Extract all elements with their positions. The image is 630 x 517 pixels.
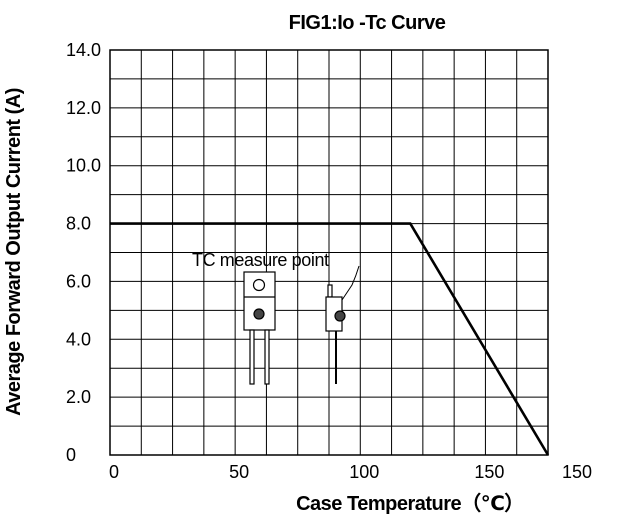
package-illustration: TC measure point — [192, 250, 360, 385]
package-front-view — [243, 271, 276, 385]
x-tick-label: 100 — [349, 462, 379, 482]
y-tick-label: 0 — [66, 445, 76, 465]
y-tick-label: 10.0 — [66, 156, 101, 176]
y-tick-label: 2.0 — [66, 387, 91, 407]
annotation-label: TC measure point — [192, 250, 329, 270]
package-side-view — [325, 265, 360, 384]
y-tick-label: 14.0 — [66, 40, 101, 60]
x-tick-label: 0 — [109, 462, 119, 482]
x-axis-title: Case Temperature（℃） — [296, 492, 524, 515]
x-tick-label: 50 — [229, 462, 249, 482]
x-tick-label: 150 — [562, 462, 592, 482]
y-tick-labels: 0 2.0 4.0 6.0 8.0 10.0 12.0 14.0 — [66, 40, 101, 465]
chart-title: FIG1:Io -Tc Curve — [289, 12, 446, 34]
grid — [110, 50, 548, 455]
y-tick-label: 8.0 — [66, 214, 91, 234]
series-line — [110, 222, 550, 456]
y-tick-label: 4.0 — [66, 329, 91, 349]
plot-frame — [109, 49, 549, 456]
y-tick-label: 6.0 — [66, 271, 91, 291]
x-tick-labels: 0 50 100 150 150 — [109, 462, 592, 482]
x-tick-label: 150 — [474, 462, 504, 482]
y-tick-label: 12.0 — [66, 98, 101, 118]
y-axis-title: Average Forward Output Current (A) — [3, 88, 25, 416]
